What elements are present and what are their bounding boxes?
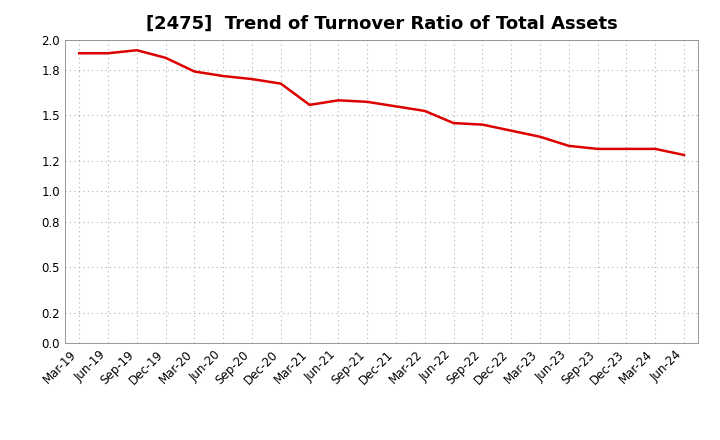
Title: [2475]  Trend of Turnover Ratio of Total Assets: [2475] Trend of Turnover Ratio of Total … — [145, 15, 618, 33]
